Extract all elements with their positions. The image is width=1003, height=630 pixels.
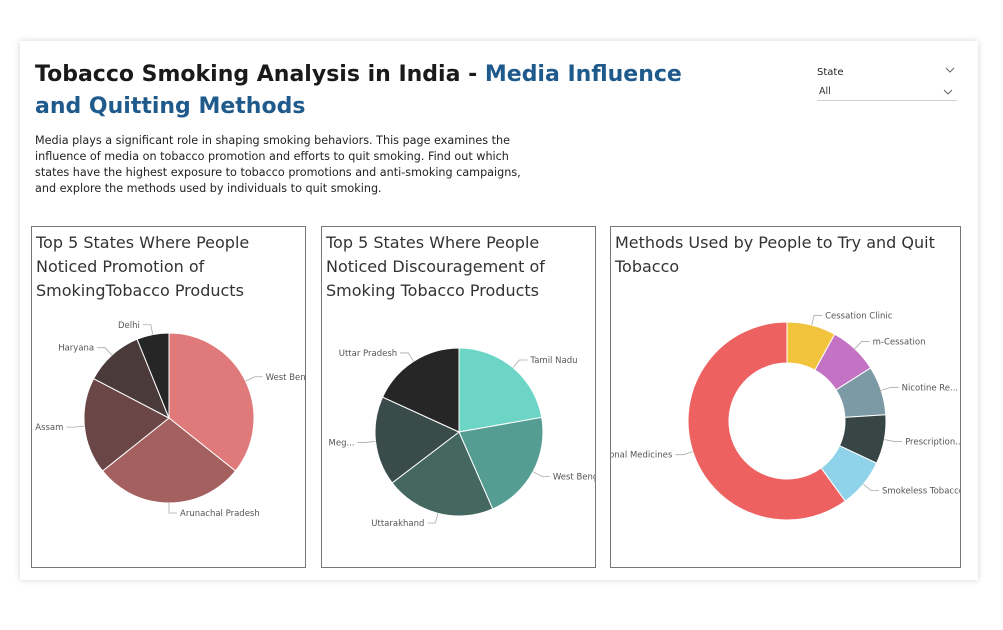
slice-label-haryana: Haryana [58, 344, 94, 354]
quit-methods-donut-chart[interactable]: Cessation Clinic m-Cessation Nicotine Re..… [611, 227, 960, 567]
page-title-highlight: Media Influence and Quitting Methods [35, 62, 682, 119]
page-title-main: Tobacco Smoking Analysis in India - [35, 62, 485, 87]
leader-line-meg [357, 440, 376, 443]
leader-line-smokeless-tobacco [863, 483, 879, 491]
page-title: Tobacco Smoking Analysis in India - Medi… [35, 59, 735, 123]
slice-assam[interactable] [83, 378, 170, 472]
slice-label-m-cessation: m-Cessation [873, 338, 926, 348]
report-canvas: Tobacco Smoking Analysis in India - Medi… [20, 41, 978, 580]
slice-traditional-medicines[interactable] [687, 321, 846, 521]
leader-line-uttarakhand [427, 513, 439, 524]
slice-label-nicotine-re: Nicotine Re... [902, 383, 958, 393]
page-description: Media plays a significant role in shapin… [35, 134, 521, 195]
leader-line-nicotine-re [881, 386, 899, 391]
leader-line-assam [66, 425, 85, 428]
chart-title: Methods Used by People to Try and Quit T… [615, 233, 935, 276]
slice-west-bengal[interactable] [168, 332, 255, 472]
leader-line-arunachal-pradesh [168, 503, 177, 514]
leader-line-tamil-nadu [512, 359, 528, 368]
slice-label-traditional-medicines: Traditional Medicines [611, 451, 673, 461]
slice-label-assam: Assam [35, 423, 63, 433]
promotion-pie-panel[interactable]: Top 5 States Where People Noticed Promot… [31, 226, 306, 568]
leader-line-west-bengal [245, 376, 263, 382]
slice-delhi[interactable] [136, 332, 170, 419]
slice-label-tamil-nadu: Tamil Nadu [529, 356, 577, 366]
slice-uttarakhand[interactable] [391, 431, 494, 517]
leader-line-west-bengal [532, 471, 550, 477]
slicer-value: All [819, 86, 831, 97]
slicer-dropdown[interactable]: All [817, 84, 957, 101]
chevron-down-icon[interactable] [945, 66, 955, 74]
leader-line-haryana [97, 347, 113, 356]
leader-line-cessation-clinic [811, 315, 823, 326]
slice-label-meg: Meg... [329, 438, 355, 448]
slicer-label: State [817, 67, 844, 78]
leader-line-prescription [884, 439, 903, 442]
leader-line-delhi [142, 324, 154, 335]
chevron-down-icon[interactable] [943, 84, 953, 100]
chart-title: Top 5 States Where People Noticed Discou… [326, 233, 545, 300]
state-slicer[interactable]: State All [817, 67, 957, 101]
promotion-pie-chart[interactable]: West Bengal Arunachal Pradesh Assam Haryana… [32, 227, 305, 567]
slice-label-smokeless-tobacco: Smokeless Tobacco [882, 486, 960, 496]
slice-west-bengal[interactable] [458, 416, 544, 510]
slice-label-west-bengal: West Bengal [553, 472, 595, 482]
slice-label-uttarakhand: Uttarakhand [371, 519, 424, 529]
slice-label-west-bengal: West Bengal [266, 373, 305, 383]
slice-uttar-pradesh[interactable] [381, 347, 460, 433]
slice-label-uttar-pradesh: Uttar Pradesh [339, 349, 397, 359]
discouragement-pie-chart[interactable]: Tamil Nadu West Bengal Uttarakhand Meg... Ut… [322, 227, 595, 567]
slice-label-arunachal-pradesh: Arunachal Pradesh [180, 509, 260, 519]
slice-label-prescription: Prescription... [905, 437, 960, 447]
leader-line-traditional-medicines [675, 451, 693, 456]
discouragement-pie-panel[interactable]: Top 5 States Where People Noticed Discou… [321, 226, 596, 568]
slice-label-delhi: Delhi [118, 321, 140, 331]
leader-line-m-cessation [854, 341, 870, 350]
quit-methods-donut-panel[interactable]: Methods Used by People to Try and Quit T… [610, 226, 961, 568]
leader-line-uttar-pradesh [400, 352, 414, 362]
slice-label-cessation-clinic: Cessation Clinic [825, 311, 893, 321]
slice-meg[interactable] [374, 396, 460, 484]
chart-title: Top 5 States Where People Noticed Promot… [36, 233, 250, 300]
